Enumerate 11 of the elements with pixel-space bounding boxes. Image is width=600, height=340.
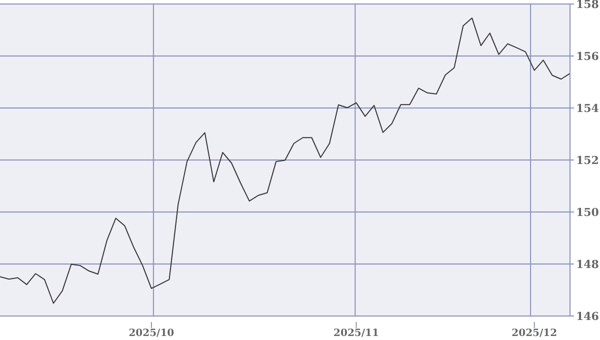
x-tick-label: 2025/11 <box>334 328 379 339</box>
y-tick-label: 158 <box>576 0 600 11</box>
x-tick-label: 2025/12 <box>512 328 558 339</box>
y-tick-label: 148 <box>576 258 600 271</box>
y-tick-label: 146 <box>576 310 600 323</box>
y-tick-label: 156 <box>576 50 600 63</box>
y-tick-label: 154 <box>576 102 600 115</box>
y-tick-label: 152 <box>576 154 599 167</box>
line-series <box>0 18 570 304</box>
x-tick-label: 2025/10 <box>128 328 174 339</box>
y-tick-label: 150 <box>576 206 600 219</box>
